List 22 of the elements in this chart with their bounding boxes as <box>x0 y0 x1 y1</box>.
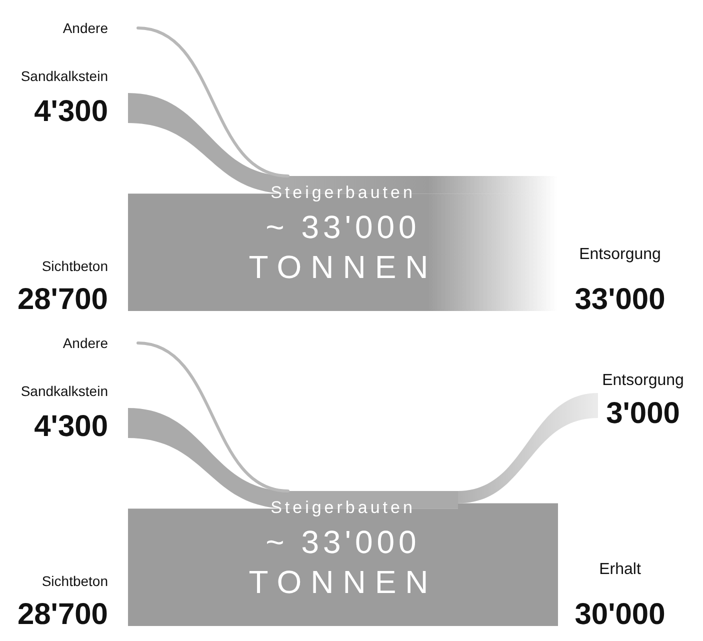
category-label: Entsorgung <box>579 246 661 263</box>
text: TONNEN <box>248 564 438 600</box>
text: Steigerbauten <box>270 183 416 202</box>
category-label: Sichtbeton <box>42 258 108 274</box>
text: Steigerbauten <box>270 498 416 517</box>
category-label: Sandkalkstein <box>20 383 108 399</box>
data-label: 28'700 <box>17 283 108 316</box>
text: ~ 33'000 <box>266 524 420 560</box>
category-label: Entsorgung <box>602 372 684 389</box>
category-label: Sandkalkstein <box>20 68 108 84</box>
category-label: Andere <box>62 20 108 36</box>
data-label: 33'000 <box>574 283 666 316</box>
data-label: 3'000 <box>606 397 680 430</box>
data-label: 30'000 <box>574 598 666 631</box>
text: ~ 33'000 <box>266 209 420 245</box>
data-label: 4'300 <box>34 95 108 128</box>
data-label: 28'700 <box>17 598 108 631</box>
category-label: Sichtbeton <box>42 573 108 589</box>
data-label: 4'300 <box>34 410 108 443</box>
category-label: Erhalt <box>599 561 642 578</box>
text: TONNEN <box>248 249 438 285</box>
category-label: Andere <box>62 335 108 351</box>
